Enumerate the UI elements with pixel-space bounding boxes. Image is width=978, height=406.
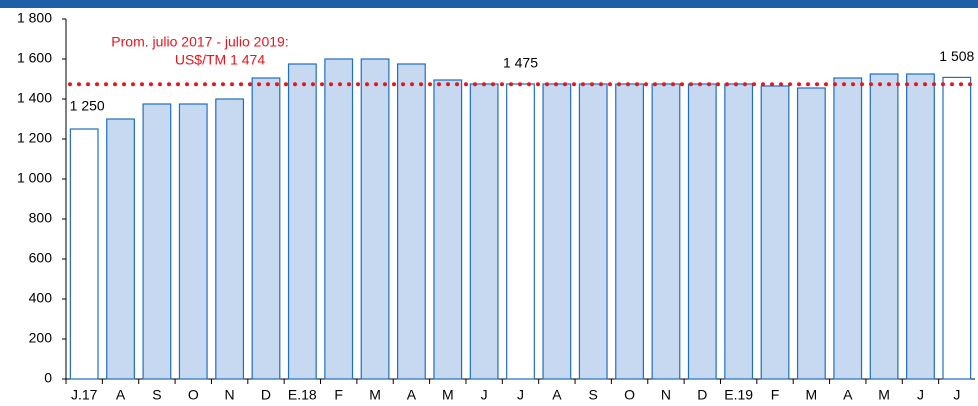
- annotation: Prom. julio 2017 - julio 2019:: [111, 34, 288, 50]
- x-tick-label: A: [116, 387, 126, 403]
- bar: [287, 63, 317, 380]
- bar: [615, 83, 644, 380]
- bar: [251, 77, 281, 380]
- data-label: 1 250: [70, 98, 105, 114]
- bar: [687, 83, 717, 380]
- x-tick-label: A: [407, 387, 417, 403]
- y-tick-label: 1 400: [17, 90, 52, 106]
- bar: [106, 118, 135, 380]
- bar: [542, 83, 572, 380]
- x-tick-label: M: [369, 387, 381, 403]
- x-tick-label: S: [152, 387, 161, 403]
- x-tick-label: F: [334, 387, 343, 403]
- x-tick-label: N: [661, 387, 671, 403]
- x-tick-label: A: [552, 387, 562, 403]
- y-tick-label: 600: [29, 250, 53, 266]
- bar: [142, 103, 172, 380]
- x-tick-label: J.17: [71, 387, 98, 403]
- bar: [397, 63, 426, 380]
- x-tick-label: E.18: [288, 387, 317, 403]
- y-tick-label: 0: [44, 370, 52, 386]
- x-tick-label: A: [843, 387, 853, 403]
- bar: [833, 77, 863, 380]
- bar: [796, 87, 826, 380]
- x-tick-label: D: [697, 387, 707, 403]
- x-tick-label: O: [188, 387, 199, 403]
- bar: [578, 83, 608, 380]
- x-tick-label: J: [517, 387, 524, 403]
- y-tick-label: 1 800: [17, 10, 52, 26]
- data-label: 1 475: [503, 55, 538, 71]
- bar: [506, 83, 535, 380]
- bar: [469, 83, 499, 380]
- x-tick-label: F: [771, 387, 780, 403]
- x-tick-label: J: [481, 387, 488, 403]
- annotation: US$/TM 1 474: [175, 52, 265, 68]
- y-tick-label: 1 600: [17, 50, 52, 66]
- bar: [360, 58, 390, 380]
- y-tick-label: 200: [29, 330, 53, 346]
- bar: [324, 58, 354, 380]
- x-tick-label: J: [917, 387, 924, 403]
- bar: [869, 73, 899, 380]
- y-tick-label: 1 200: [17, 130, 52, 146]
- bar: [433, 79, 463, 380]
- x-tick-label: M: [442, 387, 454, 403]
- bar: [906, 73, 935, 380]
- x-tick-label: E.19: [724, 387, 753, 403]
- x-tick-label: M: [878, 387, 890, 403]
- bar: [69, 128, 99, 380]
- bar: [178, 103, 208, 380]
- x-tick-label: S: [589, 387, 598, 403]
- x-tick-label: J: [953, 387, 960, 403]
- y-tick-label: 800: [29, 210, 53, 226]
- x-tick-label: O: [624, 387, 635, 403]
- data-label: 1 508: [939, 48, 974, 64]
- bar: [942, 76, 972, 380]
- bar: [215, 98, 245, 380]
- y-tick-label: 1 000: [17, 170, 52, 186]
- x-tick-label: M: [806, 387, 818, 403]
- header-band: [0, 0, 978, 8]
- bar: [651, 83, 681, 380]
- y-tick-label: 400: [29, 290, 53, 306]
- x-tick-label: D: [261, 387, 271, 403]
- bar: [724, 83, 754, 380]
- bar: [760, 85, 790, 380]
- x-tick-label: N: [225, 387, 235, 403]
